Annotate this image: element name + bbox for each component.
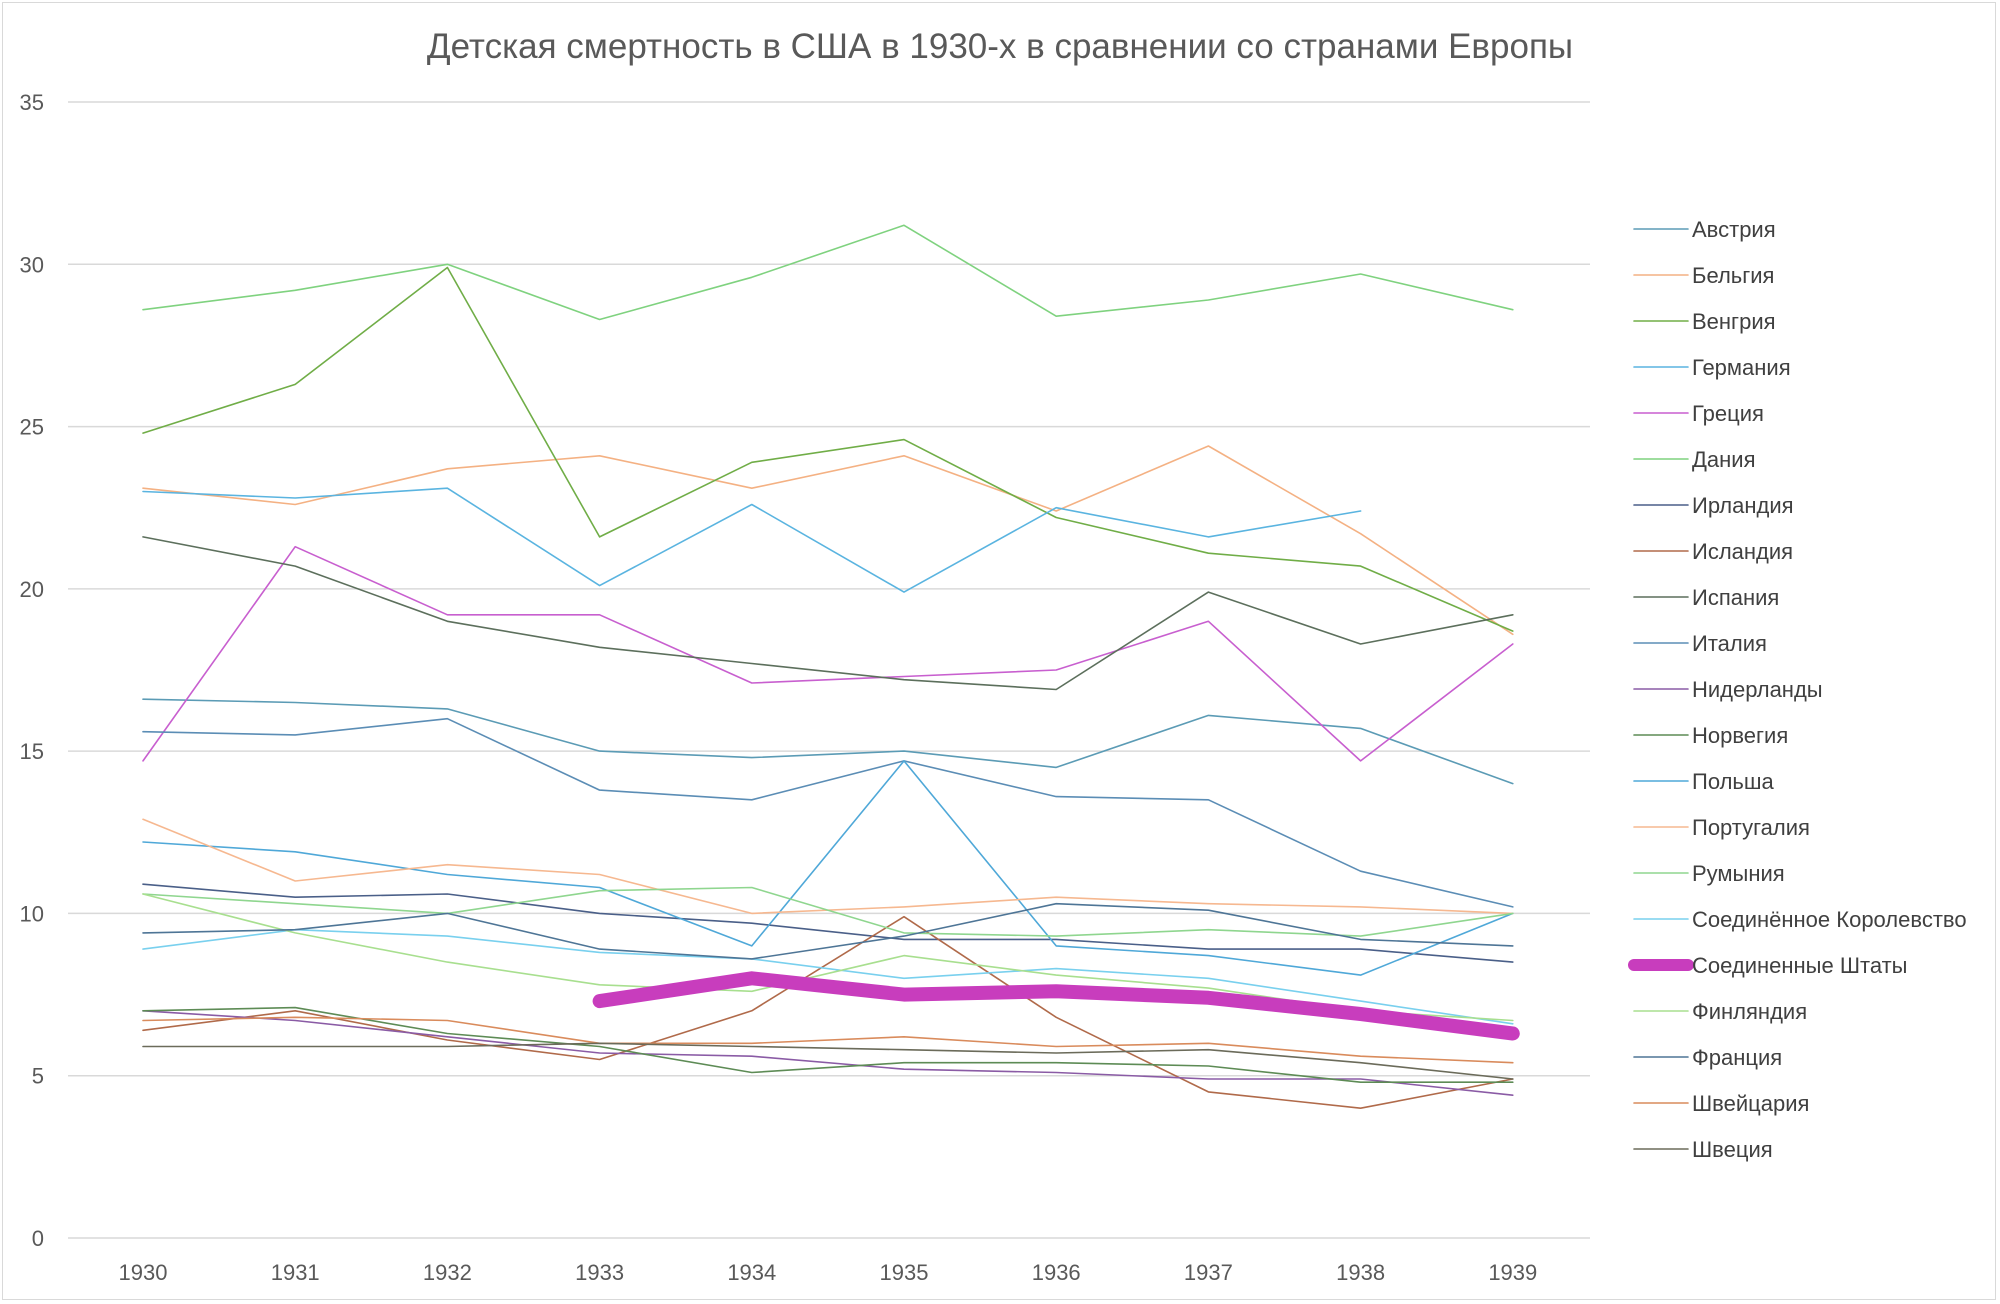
series-line-4 [142, 545, 1514, 762]
legend-item[interactable]: Исландия [1633, 539, 1793, 564]
series-line-9 [142, 717, 1514, 908]
legend-item[interactable]: Германия [1633, 355, 1791, 380]
legend-item[interactable]: Португалия [1633, 815, 1810, 840]
legend-item[interactable]: Польша [1633, 769, 1775, 794]
series-line-12 [142, 760, 1514, 976]
series-line-10 [142, 1010, 1514, 1096]
series-line-1 [142, 445, 1514, 636]
legend-item[interactable]: Бельгия [1633, 263, 1774, 288]
x-tick-label: 1939 [1488, 1260, 1537, 1285]
series-line-18 [142, 902, 1514, 960]
y-axis-ticks: 0 5 10 15 20 25 30 35 [20, 90, 44, 1251]
series-line-13 [142, 818, 1514, 915]
series-line-15 [142, 928, 1514, 1025]
series-line-7 [142, 915, 1514, 1109]
legend-label: Соединённое Королевство [1692, 907, 1967, 932]
legend-label: Соединенные Штаты [1692, 953, 1907, 978]
legend-label: Франция [1692, 1045, 1782, 1070]
series-line-8 [142, 536, 1514, 691]
legend-item[interactable]: Нидерланды [1633, 677, 1823, 702]
series-line-6 [142, 883, 1514, 963]
gridlines [68, 101, 1590, 1239]
series-line-2 [142, 266, 1514, 632]
legend-item[interactable]: Финляндия [1633, 999, 1807, 1024]
y-tick-label: 10 [20, 901, 44, 926]
x-tick-label: 1934 [727, 1260, 776, 1285]
legend-label: Греция [1692, 401, 1764, 426]
x-tick-label: 1933 [575, 1260, 624, 1285]
legend-label: Испания [1692, 585, 1779, 610]
legend-label: Португалия [1692, 815, 1810, 840]
series-lines [142, 224, 1520, 1109]
legend-item[interactable]: Ирландия [1633, 493, 1794, 518]
legend-item[interactable]: Греция [1633, 401, 1764, 426]
legend-label: Швейцария [1692, 1091, 1809, 1116]
legend-item[interactable]: Дания [1633, 447, 1756, 472]
series-line-19 [142, 1016, 1514, 1064]
x-tick-label: 1936 [1032, 1260, 1081, 1285]
y-tick-label: 15 [20, 739, 44, 764]
legend-label: Швеция [1692, 1137, 1773, 1162]
legend-item[interactable]: Норвегия [1633, 723, 1788, 748]
series-line-0 [142, 698, 1514, 785]
legend-item[interactable]: Швейцария [1633, 1091, 1809, 1116]
legend-label: Австрия [1692, 217, 1776, 242]
legend-label: Ирландия [1692, 493, 1794, 518]
legend-item[interactable]: Соединенные Штаты [1628, 953, 1907, 978]
series-line-11 [142, 1006, 1514, 1083]
legend-label: Италия [1692, 631, 1767, 656]
y-tick-label: 35 [20, 90, 44, 115]
legend-label: Германия [1692, 355, 1791, 380]
x-tick-label: 1938 [1336, 1260, 1385, 1285]
chart-title: Детская смертность в США в 1930-х в срав… [427, 27, 1573, 66]
legend-item[interactable]: Румыния [1633, 861, 1785, 886]
x-tick-label: 1935 [880, 1260, 929, 1285]
x-axis-ticks: 1930 1931 1932 1933 1934 1935 1936 1937 1938 1939 [119, 1260, 1538, 1285]
legend-label: Польша [1692, 769, 1775, 794]
series-line-3 [142, 487, 1362, 593]
x-tick-label: 1937 [1184, 1260, 1233, 1285]
legend-item[interactable]: Франция [1633, 1045, 1782, 1070]
legend-label: Нидерланды [1692, 677, 1823, 702]
y-tick-label: 30 [20, 252, 44, 277]
legend-label: Исландия [1692, 539, 1793, 564]
series-line-14 [142, 886, 1514, 937]
legend-label: Дания [1692, 447, 1756, 472]
y-tick-label: 0 [32, 1226, 44, 1251]
x-tick-label: 1931 [271, 1260, 320, 1285]
legend-label: Норвегия [1692, 723, 1788, 748]
series-line-16 [592, 971, 1520, 1041]
legend-item[interactable]: Швеция [1633, 1137, 1773, 1162]
y-tick-label: 25 [20, 415, 44, 440]
series-line-5 [142, 224, 1514, 321]
legend-label: Румыния [1692, 861, 1785, 886]
y-tick-label: 5 [32, 1064, 44, 1089]
x-tick-label: 1930 [119, 1260, 168, 1285]
legend-label: Бельгия [1692, 263, 1774, 288]
legend[interactable]: Австрия Бельгия Венгрия Германия Греция Дания… [1628, 217, 1967, 1162]
legend-item[interactable]: Австрия [1633, 217, 1776, 242]
legend-item[interactable]: Венгрия [1633, 309, 1776, 334]
legend-item[interactable]: Соединённое Королевство [1633, 907, 1967, 932]
series-line-20 [142, 1042, 1514, 1080]
x-tick-label: 1932 [423, 1260, 472, 1285]
legend-item[interactable]: Италия [1633, 631, 1767, 656]
legend-label: Венгрия [1692, 309, 1776, 334]
y-tick-label: 20 [20, 577, 44, 602]
legend-item[interactable]: Испания [1633, 585, 1779, 610]
legend-label: Финляндия [1692, 999, 1807, 1024]
